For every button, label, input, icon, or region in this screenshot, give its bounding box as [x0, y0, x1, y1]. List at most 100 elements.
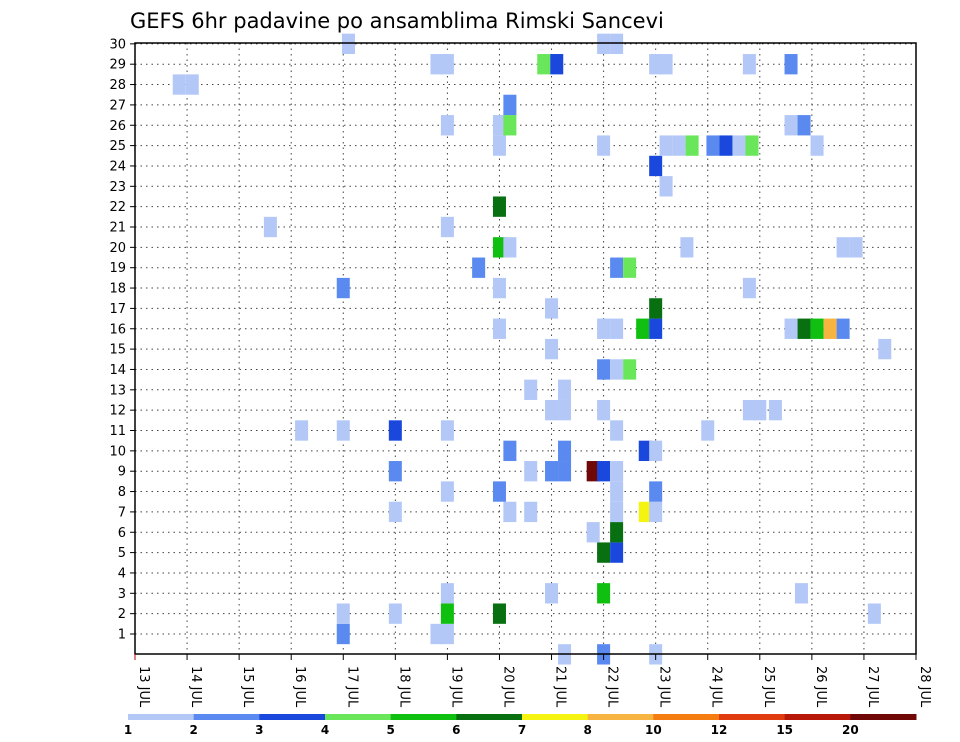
- colorbar-swatch: [784, 714, 851, 720]
- precip-cell: [545, 298, 559, 319]
- precip-cell: [558, 379, 572, 400]
- precip-cell: [610, 318, 624, 339]
- precip-cell: [524, 461, 538, 482]
- precip-cell: [649, 298, 663, 319]
- precip-cell: [558, 440, 572, 462]
- precip-cell: [440, 481, 454, 502]
- precip-cell: [719, 135, 733, 156]
- x-tick-label: 17 JUL: [344, 666, 359, 708]
- precip-cell: [597, 359, 611, 380]
- x-tick-label: 23 JUL: [657, 666, 672, 708]
- y-tick-label: 25: [109, 139, 126, 154]
- x-tick-label: 14 JUL: [188, 666, 203, 708]
- precip-cell: [185, 74, 199, 95]
- precip-cell: [672, 135, 686, 156]
- y-tick-label: 2: [118, 607, 126, 622]
- precip-cell: [503, 501, 517, 523]
- precip-cell: [492, 237, 506, 258]
- precip-cell: [336, 277, 350, 299]
- x-tick-label: 15 JUL: [240, 666, 255, 708]
- precip-cell: [610, 522, 624, 543]
- y-axis-ticks: 1234567891011121314151617181920212223242…: [109, 37, 135, 643]
- precip-cell: [784, 318, 798, 339]
- x-tick-label: 22 JUL: [605, 666, 620, 708]
- precip-cell: [550, 54, 564, 75]
- precip-cell: [388, 603, 402, 624]
- colorbar-swatch: [653, 714, 720, 720]
- y-tick-label: 17: [109, 302, 126, 317]
- precip-cell: [524, 379, 538, 400]
- precip-cell: [597, 135, 611, 156]
- x-tick-label: 20 JUL: [500, 666, 515, 708]
- precip-cell: [742, 399, 756, 421]
- colorbar-swatch: [587, 714, 654, 720]
- x-tick-label: 27 JUL: [865, 666, 880, 708]
- colorbar-label: 7: [518, 723, 526, 737]
- precip-cell: [503, 115, 517, 136]
- precip-cell: [638, 440, 652, 462]
- precip-cell: [610, 501, 624, 523]
- precip-cell: [794, 583, 808, 604]
- y-tick-label: 24: [109, 159, 126, 174]
- y-tick-label: 9: [118, 465, 126, 480]
- precip-cell: [492, 115, 506, 136]
- precip-cell: [597, 542, 611, 563]
- x-tick-label: 19 JUL: [448, 666, 463, 708]
- precip-cell: [597, 583, 611, 604]
- precip-cell: [742, 54, 756, 75]
- precip-cell: [430, 623, 444, 645]
- y-tick-label: 15: [109, 343, 126, 358]
- precip-cell: [503, 94, 517, 116]
- colorbar-swatch: [259, 714, 326, 720]
- precip-cell: [545, 461, 559, 482]
- y-tick-label: 23: [109, 180, 126, 195]
- x-axis-ticks: 13 JUL 14 JUL 15 JUL 16 JUL 17 JUL 18 JUL 19 J…: [134, 654, 932, 708]
- precip-cell: [597, 33, 611, 55]
- colorbar-label: 1: [124, 723, 132, 737]
- colorbar-swatch: [390, 714, 457, 720]
- colorbar-swatch: [456, 714, 523, 720]
- precip-cell: [440, 216, 454, 238]
- precip-cell: [610, 461, 624, 482]
- x-tick-label: 13 JUL: [136, 666, 151, 708]
- precip-cell: [492, 603, 506, 624]
- precip-cell: [685, 135, 699, 156]
- y-tick-label: 21: [109, 221, 126, 236]
- precip-cell: [659, 54, 673, 75]
- x-tick-label: 28 JUL: [917, 666, 932, 708]
- precip-cell: [610, 420, 624, 441]
- precip-cell: [492, 196, 506, 217]
- y-tick-label: 18: [109, 282, 126, 297]
- precip-cell: [610, 33, 624, 55]
- y-tick-label: 1: [118, 628, 126, 643]
- y-tick-label: 8: [118, 485, 126, 500]
- precip-cell: [295, 420, 309, 441]
- x-tick-label: 26 JUL: [813, 666, 828, 708]
- y-tick-label: 14: [109, 363, 126, 378]
- y-tick-label: 4: [118, 566, 126, 581]
- precip-cell: [503, 440, 517, 462]
- precip-cell: [336, 603, 350, 624]
- colorbar-label: 3: [255, 723, 263, 737]
- precip-cell: [558, 461, 572, 482]
- precip-cell: [649, 501, 663, 523]
- precip-cell: [440, 54, 454, 75]
- y-tick-label: 6: [118, 526, 126, 541]
- precip-cell: [797, 115, 811, 136]
- precip-cell: [823, 318, 837, 339]
- precip-cell: [172, 74, 186, 95]
- colorbar-label: 8: [583, 723, 591, 737]
- precip-cell: [706, 135, 720, 156]
- x-tick-label: 21 JUL: [553, 666, 568, 708]
- colorbar-label: 20: [842, 723, 859, 737]
- precip-cell: [810, 135, 824, 156]
- precip-cell: [586, 522, 600, 543]
- precip-cell: [797, 318, 811, 339]
- precip-cell: [768, 399, 782, 421]
- precip-cell: [732, 135, 746, 156]
- colorbar-swatch: [719, 714, 786, 720]
- y-tick-label: 26: [109, 119, 126, 134]
- precip-cell: [636, 318, 650, 339]
- precip-cell: [388, 420, 402, 441]
